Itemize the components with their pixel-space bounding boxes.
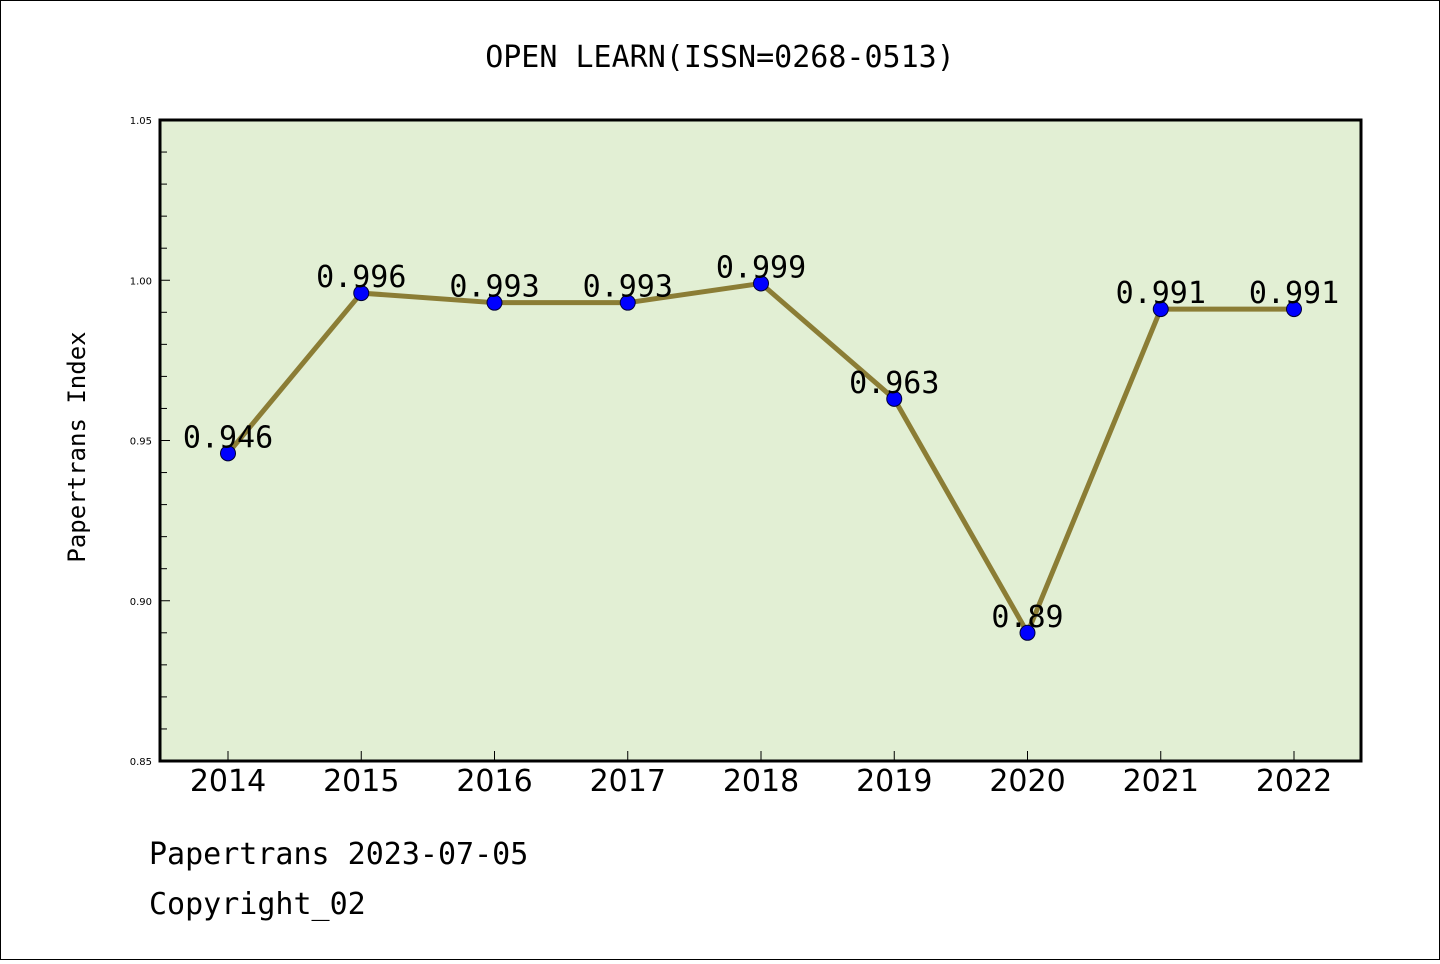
y-axis-label: Papertrans Index (63, 331, 91, 562)
data-point (1286, 301, 1302, 318)
y-tick-label: 1.05 (130, 116, 152, 127)
data-label: 0.991 (1116, 276, 1206, 311)
x-tick-label: 2017 (590, 764, 666, 799)
y-tick-label: 0.90 (130, 597, 152, 608)
x-tick-label: 2014 (190, 764, 266, 799)
data-labels: 0.946 0.996 0.993 0.993 0.999 0.963 0.89 0.991 0… (183, 250, 1339, 634)
data-point (1019, 624, 1036, 641)
x-tick-label: 2022 (1256, 764, 1332, 799)
x-tick-label: 2015 (323, 764, 399, 799)
data-label: 0.963 (849, 366, 939, 401)
x-tick-label: 2019 (856, 764, 932, 799)
x-tick-label: 2018 (723, 764, 799, 799)
footer-copyright: Copyright_02 (149, 887, 366, 922)
data-point (486, 294, 503, 311)
data-label: 0.999 (716, 250, 806, 285)
plot-border (158, 118, 1363, 763)
footer-date: Papertrans 2023-07-05 (149, 837, 528, 872)
data-point (220, 445, 236, 462)
x-tick-label: 2021 (1123, 764, 1199, 799)
plot-area (160, 120, 1361, 761)
data-label: 0.993 (449, 270, 539, 305)
data-point (886, 390, 903, 407)
data-points (220, 275, 1302, 641)
data-label: 0.991 (1249, 276, 1339, 311)
data-point (353, 285, 370, 302)
y-tick-label: 1.00 (130, 276, 152, 287)
y-tick-label: 0.85 (130, 757, 152, 768)
x-tick-label: 2016 (456, 764, 532, 799)
data-label: 0.946 (183, 420, 273, 455)
y-tick-label: 0.95 (130, 437, 152, 448)
data-point (1152, 301, 1169, 318)
chart-title: OPEN LEARN(ISSN=0268-0513) (485, 40, 955, 75)
data-label: 0.89 (991, 600, 1063, 635)
x-axis: 2014 2015 2016 2017 2018 2019 2020 2021 2022 (190, 751, 1332, 799)
data-label: 0.996 (316, 260, 406, 295)
data-point (619, 294, 636, 311)
data-point (753, 275, 769, 292)
x-tick-label: 2020 (989, 764, 1065, 799)
data-label: 0.993 (583, 270, 673, 305)
